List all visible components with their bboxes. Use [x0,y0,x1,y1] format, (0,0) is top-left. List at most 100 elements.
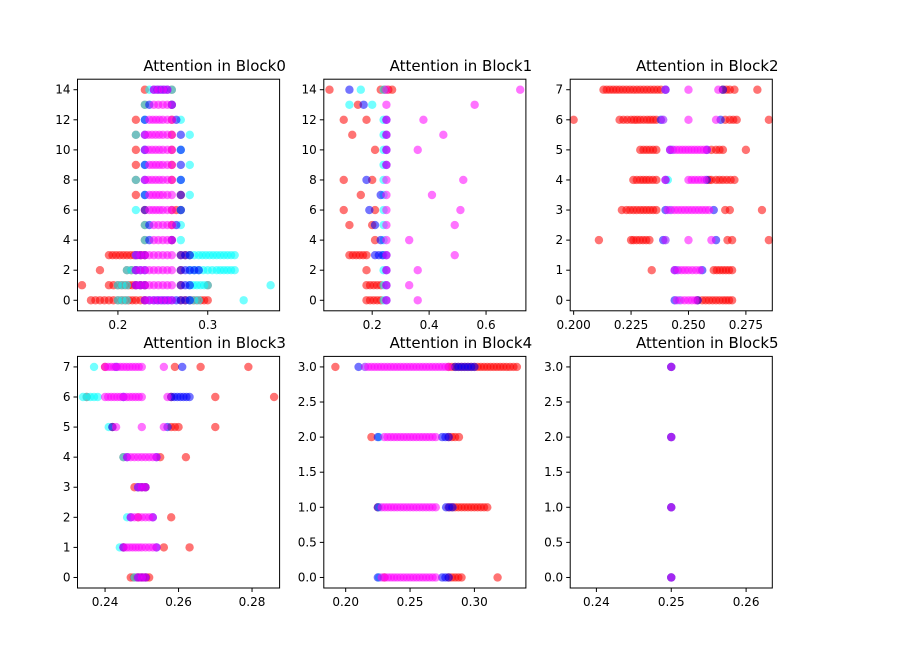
data-point-red [645,235,654,245]
y-tick-label: 2 [63,263,71,277]
data-point-magenta [431,503,440,512]
y-tick-label: 0.0 [298,570,317,584]
y-tick-label: 3 [556,203,564,217]
subplot-block3: Attention in Block3 0.24 0.26 0.28 0 1 2 3 4 5 6 7 [63,334,286,609]
y-tick-label: 10 [302,143,317,157]
y-tick-label: 1.0 [298,500,317,514]
data-point-red [362,265,371,275]
data-point-magenta [450,220,459,230]
data-point-magenta [456,205,465,215]
y-tick-label: 0.5 [298,535,317,549]
data-point-magenta [707,235,716,245]
scatter-points [78,362,279,582]
data-point-magenta [661,85,670,94]
data-point-magenta [382,296,391,305]
data-point-red [764,115,774,125]
x-tick-label: 0.24 [583,595,610,609]
data-point-magenta [167,205,177,215]
data-point-magenta [695,265,705,275]
data-point-magenta [661,175,670,185]
plot-frame [323,78,527,312]
subplot-title: Attention in Block5 [636,334,779,352]
data-point-blue [176,160,185,170]
data-point-magenta [419,115,428,125]
subplot-title: Attention in Block0 [143,57,286,75]
data-point-red [339,205,348,215]
data-point-cyan [89,362,99,372]
data-point-red [569,115,578,125]
y-tick-label: 0.5 [544,535,563,549]
data-point-magenta [516,85,525,94]
y-tick-label: 0.0 [544,570,563,584]
data-point-magenta [427,190,437,200]
data-point-red [727,235,737,245]
data-point-cyan [122,296,132,305]
data-point-red [483,503,492,512]
data-point-magenta [167,100,177,109]
data-point-magenta [431,432,440,442]
x-tick-label: 0.28 [239,595,266,609]
data-point-magenta [167,235,177,245]
data-point-magenta [382,265,391,275]
data-point-cyan [185,160,194,170]
x-tick-label: 0.25 [397,595,424,609]
data-point-cyan [185,190,194,200]
y-tick-label: 3.0 [298,360,317,374]
data-point-red [730,175,739,185]
data-point-red [95,265,105,275]
data-point-red [652,145,661,155]
data-point-blue [194,265,203,275]
data-point-red [362,250,371,260]
data-point-magenta [167,175,177,185]
data-point-magenta [137,392,146,402]
data-point-blue [448,503,457,512]
y-tick-label: 6 [309,203,317,217]
y-tick-label: 0 [556,293,564,307]
data-point-magenta [431,573,440,582]
y-tick-label: 12 [55,113,70,127]
data-point-blue [359,100,368,109]
subplot-title: Attention in Block1 [390,57,533,75]
data-point-magenta [404,235,414,245]
scatter-points [77,85,275,305]
x-tick-label: 0.2 [108,318,127,332]
data-point-red [730,85,739,94]
data-point-magenta [111,422,121,432]
x-tick-label: 0.30 [461,595,488,609]
data-point-magenta [382,100,391,109]
data-point-red [493,573,502,582]
data-point-blue [176,205,185,215]
data-point-magenta [137,422,146,432]
data-point-magenta [667,432,676,442]
data-point-magenta [382,190,391,200]
x-tick-label: 0.3 [198,318,217,332]
data-point-red [647,265,656,275]
y-tick-label: 4 [63,233,71,247]
data-point-magenta [141,483,150,492]
y-tick-label: 3.0 [544,360,563,374]
data-point-magenta [167,145,177,155]
y-tick-label: 7 [556,83,564,97]
y-tick-label: 0 [309,293,317,307]
plot-frame [569,78,773,312]
y-tick-label: 0 [63,570,71,584]
data-point-magenta [470,100,479,109]
plot-frame [77,78,281,312]
data-point-magenta [148,513,158,522]
data-point-cyan [239,296,248,305]
y-tick-label: 2 [63,510,71,524]
x-tick-label: 0.26 [733,595,760,609]
data-point-magenta [667,362,676,372]
data-point-magenta [413,145,422,155]
y-tick-label: 4 [309,233,317,247]
data-point-magenta [382,175,391,185]
data-point-blue [185,392,194,402]
data-point-red [331,362,340,372]
x-tick-label: 0.275 [729,318,763,332]
data-point-blue [176,130,185,140]
data-point-red [512,362,522,372]
data-point-red [339,175,348,185]
data-point-magenta [159,422,169,432]
data-point-red [370,145,380,155]
